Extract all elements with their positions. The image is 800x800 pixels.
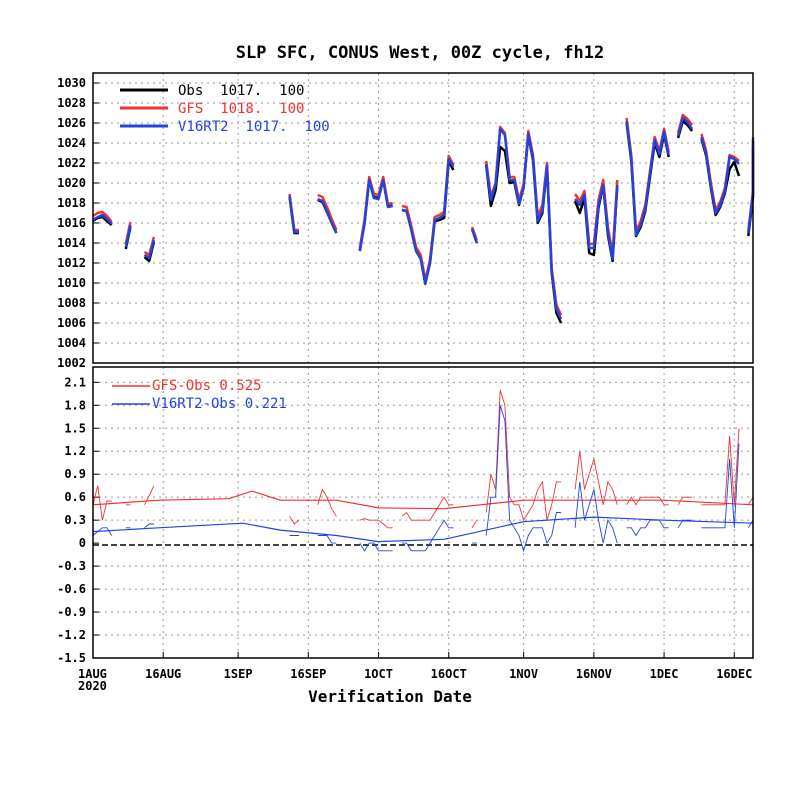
- legend-label-v16rt2: V16RT2 1017. 100: [178, 119, 330, 135]
- top-panel: 1002 1004 1006 1008 1010 1012 1014 1016 1018 1020…: [57, 72, 755, 370]
- top-y-tick-label: 1026: [57, 116, 86, 130]
- bottom-y-tick-label: 0: [79, 536, 86, 550]
- bottom-y-tick-label: 0.3: [64, 513, 86, 527]
- top-y-tick-label: 1018: [57, 196, 86, 210]
- x-tick-label: 16NOV: [576, 667, 612, 681]
- bottom-panel-series: [92, 389, 754, 553]
- top-panel-grid: [93, 73, 753, 363]
- legend-label-v16rt2-obs: V16RT2-Obs 0.221: [152, 396, 287, 412]
- top-y-tick-label: 1012: [57, 256, 86, 270]
- bottom-y-tick-label: -0.6: [57, 582, 86, 596]
- series-mean-gfs-obs: [92, 490, 754, 510]
- series-daily-v16rt2-obs: [92, 405, 754, 553]
- x-axis-year: 2020: [78, 679, 107, 693]
- x-tick-label: 1NOV: [509, 667, 538, 681]
- top-legend: Obs 1017. 100 GFS 1018. 100 V16RT2 1017.…: [120, 83, 330, 135]
- bottom-y-tick-label: -1.5: [57, 651, 86, 665]
- legend-label-gfs: GFS 1018. 100: [178, 101, 304, 117]
- bottom-y-tick-label: 2.1: [64, 375, 86, 389]
- bottom-y-tick-label: 1.8: [64, 398, 86, 412]
- bottom-panel-y-axis: -1.5 -1.2 -0.9 -0.6 -0.3 0 0.3 0.6 0.9 1.2 1.5 1.8 2…: [57, 375, 99, 665]
- top-panel-series: [92, 113, 755, 324]
- bottom-panel: -1.5 -1.2 -0.9 -0.6 -0.3 0 0.3 0.6 0.9 1.2 1.5 1.8 2…: [57, 366, 754, 665]
- x-tick-label: 1AUG: [78, 667, 107, 681]
- legend-label-obs: Obs 1017. 100: [178, 83, 304, 99]
- bottom-y-tick-label: 1.5: [64, 421, 86, 435]
- x-tick-label: 1OCT: [364, 667, 393, 681]
- series-line-v16rt2: [92, 116, 755, 320]
- top-y-tick-label: 1006: [57, 316, 86, 330]
- top-y-tick-label: 1002: [57, 356, 86, 370]
- bottom-legend: GFS-Obs 0.525 V16RT2-Obs 0.221: [112, 378, 287, 412]
- legend-label-gfs-obs: GFS-Obs 0.525: [152, 378, 262, 394]
- bottom-y-tick-label: -0.3: [57, 559, 86, 573]
- top-y-tick-label: 1022: [57, 156, 86, 170]
- x-tick-label: 16AUG: [145, 667, 181, 681]
- bottom-y-tick-label: 0.6: [64, 490, 86, 504]
- bottom-y-tick-label: -1.2: [57, 628, 86, 642]
- x-axis-label: Verification Date: [308, 687, 472, 706]
- x-tick-label: 1DEC: [650, 667, 679, 681]
- bottom-y-tick-label: 0.9: [64, 467, 86, 481]
- x-axis: 1AUG 16AUG 1SEP 16SEP 1OCT 16OCT 1NOV 16NOV 1DEC…: [78, 652, 752, 681]
- top-y-tick-label: 1010: [57, 276, 86, 290]
- bottom-panel-grid: [93, 367, 753, 658]
- bottom-y-tick-label: -0.9: [57, 605, 86, 619]
- top-y-tick-label: 1028: [57, 96, 86, 110]
- top-panel-frame: [92, 72, 754, 364]
- bottom-y-tick-label: 1.2: [64, 444, 86, 458]
- series-daily-gfs-obs: [92, 389, 754, 529]
- top-y-tick-label: 1004: [57, 336, 86, 350]
- top-y-tick-label: 1008: [57, 296, 86, 310]
- top-panel-y-axis: 1002 1004 1006 1008 1010 1012 1014 1016 1018 1020…: [57, 76, 99, 370]
- x-tick-label: 16OCT: [431, 667, 467, 681]
- chart-title: SLP SFC, CONUS West, 00Z cycle, fh12: [236, 43, 604, 63]
- top-y-tick-label: 1020: [57, 176, 86, 190]
- bottom-panel-frame: [92, 366, 754, 659]
- x-tick-label: 1SEP: [224, 667, 253, 681]
- top-y-tick-label: 1014: [57, 236, 86, 250]
- top-y-tick-label: 1030: [57, 76, 86, 90]
- x-tick-label: 16DEC: [716, 667, 752, 681]
- x-tick-label: 16SEP: [290, 667, 326, 681]
- top-y-tick-label: 1016: [57, 216, 86, 230]
- top-y-tick-label: 1024: [57, 136, 86, 150]
- series-mean-v16rt2-obs: [92, 516, 754, 543]
